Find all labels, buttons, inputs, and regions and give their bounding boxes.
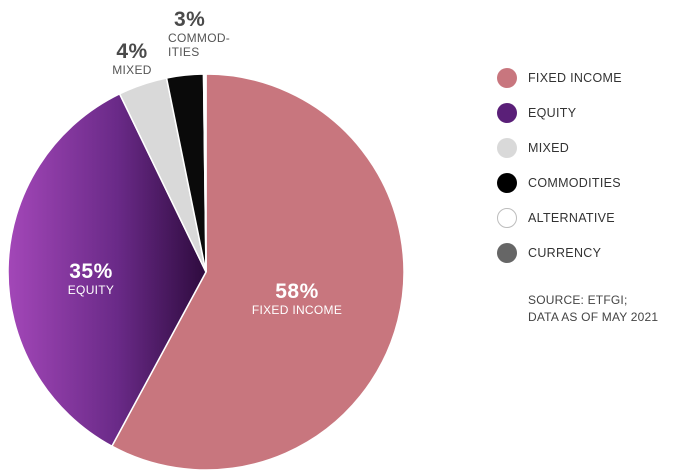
legend-label-commodities: COMMODITIES [528,175,621,190]
legend: FIXED INCOME EQUITY MIXED COMMODITIES AL… [497,60,677,270]
legend-item-equity: EQUITY [497,95,677,130]
slice-label-fixed-income: 58% FIXED INCOME [242,280,352,318]
source-line-1: SOURCE: ETFGI; [528,293,628,307]
legend-item-currency: CURRENCY [497,235,677,270]
legend-label-mixed: MIXED [528,140,570,155]
legend-label-alternative: ALTERNATIVE [528,210,615,225]
source-line-2: DATA AS OF MAY 2021 [528,310,659,325]
source-note: SOURCE: ETFGI; DATA AS OF MAY 2021 [528,292,658,327]
legend-swatch-commodities [497,172,517,193]
slice-label-mixed: 4% MIXED [100,40,164,78]
legend-swatch-equity [497,102,517,123]
slice-name-equity: EQUITY [67,283,115,298]
legend-swatch-alternative [497,207,517,228]
slice-pct-commodities: 3% [174,8,206,31]
legend-item-fixed-income: FIXED INCOME [497,60,677,95]
legend-item-alternative: ALTERNATIVE [497,200,677,235]
slice-name-commodities: COMMOD- ITIES [168,31,231,59]
pie-slice-currency [204,73,207,273]
legend-label-currency: CURRENCY [528,245,602,260]
slice-pct-mixed: 4% [116,40,148,63]
slice-label-commodities: 3% COMMOD- ITIES [168,8,252,60]
legend-label-fixed-income: FIXED INCOME [528,70,622,85]
legend-swatch-currency [497,242,517,263]
pie-slice-equity [7,92,207,448]
legend-label-equity: EQUITY [528,105,577,120]
legend-item-mixed: MIXED [497,130,677,165]
slice-label-equity: 35% EQUITY [46,260,136,298]
slice-name-fixed-income: FIXED INCOME [251,303,343,318]
slice-pct-fixed-income: 58% [275,280,319,303]
legend-swatch-fixed-income [497,67,517,88]
slice-pct-equity: 35% [69,260,113,283]
slice-name-mixed: MIXED [112,63,152,78]
legend-item-commodities: COMMODITIES [497,165,677,200]
legend-swatch-mixed [497,137,517,158]
